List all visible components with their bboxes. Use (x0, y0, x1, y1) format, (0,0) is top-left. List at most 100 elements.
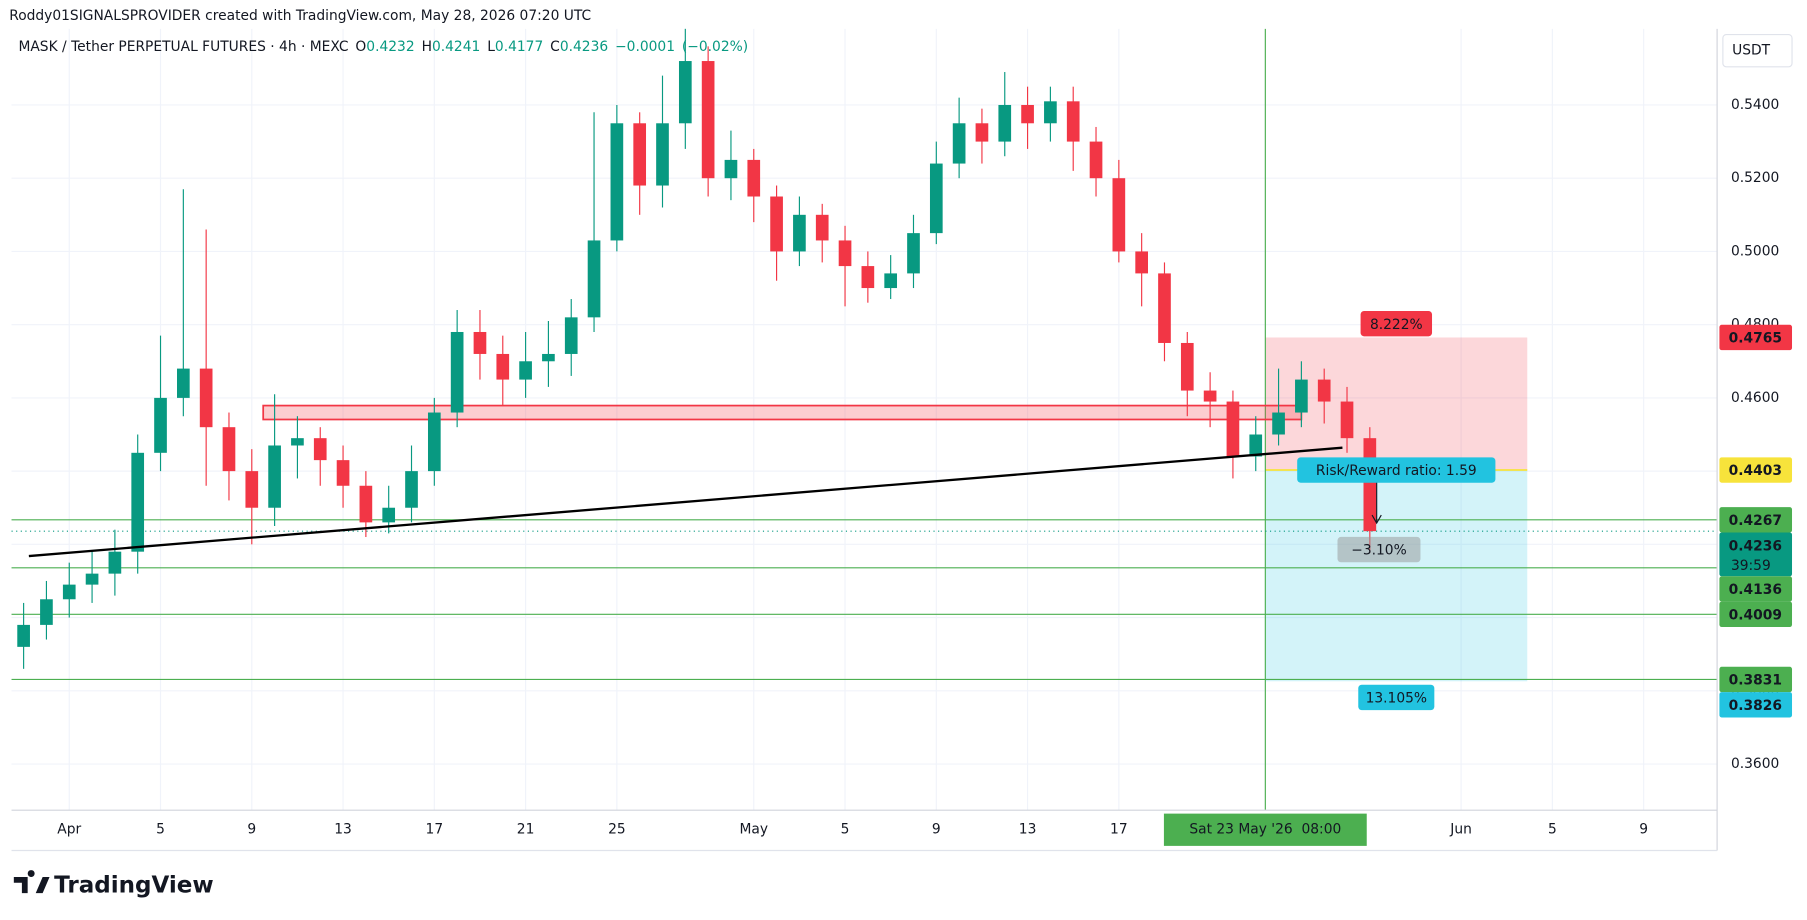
y-tick-label: 0.5400 (1731, 97, 1779, 113)
currency-box (1722, 34, 1793, 68)
candle-body (656, 123, 669, 186)
candle-body (427, 412, 441, 472)
candle-body (405, 471, 418, 508)
header-field: 0.4232 (366, 39, 414, 55)
candle-body (1066, 101, 1080, 142)
stop-pct-box (1360, 310, 1433, 337)
candle-body (108, 551, 122, 574)
header-field: O (355, 39, 366, 55)
x-tick-label: 5 (841, 822, 850, 838)
candle-body (998, 104, 1012, 142)
candle-body (1203, 390, 1217, 402)
candle-body (40, 599, 53, 625)
candle-body (1295, 379, 1308, 413)
candle-body (382, 507, 396, 523)
price-label: 0.4765 (1729, 331, 1782, 347)
candle-body (199, 368, 213, 428)
x-tick-label: 5 (1548, 822, 1557, 838)
ratio: Risk/Reward ratio: 1.59 (1316, 463, 1477, 479)
candle-body (131, 452, 145, 552)
y-tick-label: 0.4600 (1731, 390, 1779, 406)
candle-body (724, 159, 738, 179)
candle-body (268, 445, 281, 508)
header-field: L (487, 39, 495, 55)
candle-body (678, 61, 692, 124)
candle-body (861, 266, 875, 289)
candle-body (1249, 434, 1263, 457)
candle-body (701, 61, 715, 179)
candle-body (975, 123, 989, 142)
candle-body (154, 397, 167, 453)
stop-area (1265, 337, 1528, 471)
y-tick-label: 0.5000 (1731, 243, 1779, 259)
header-field: 0.4177 (495, 39, 543, 55)
candle-body (519, 361, 532, 380)
price-label-box (1719, 666, 1793, 693)
x-tick-label: 9 (247, 822, 256, 838)
candle-body (62, 584, 76, 600)
candle-body (747, 159, 761, 197)
price-label-box (1719, 576, 1793, 602)
candle-body (336, 460, 350, 486)
price-label: 0.4009 (1729, 607, 1782, 623)
x-tick-label: Apr (57, 822, 81, 838)
price-label: 0.4136 (1729, 582, 1782, 598)
x-tick-label: 13 (1019, 822, 1037, 838)
zone (262, 404, 1303, 421)
header-field: −0.0001 (615, 39, 675, 55)
candle-body (564, 317, 578, 354)
candle-body (496, 353, 510, 380)
price-label-box (1719, 601, 1793, 627)
candle-body (793, 214, 806, 252)
ratio-box (1297, 457, 1496, 483)
header-field: 0.4241 (432, 39, 480, 55)
price-label-box (1719, 507, 1793, 533)
credit: Roddy01SIGNALSPROVIDER created with Trad… (9, 8, 591, 24)
candle-body (291, 438, 304, 446)
price-label-box (1719, 532, 1793, 577)
candle-body (450, 331, 464, 413)
target-area (1265, 470, 1528, 682)
candle-body (1112, 178, 1126, 252)
target-pct-box (1358, 684, 1435, 711)
cursor-label-box (1163, 813, 1367, 846)
price-label: 0.4403 (1729, 463, 1782, 479)
header-field: MASK / Tether PERPETUAL FUTURES · 4h · M… (18, 39, 348, 55)
candle-body (952, 123, 966, 164)
candle-body (17, 624, 30, 647)
candle-body (1135, 251, 1148, 274)
candle-body (884, 273, 898, 289)
candle-body (1158, 273, 1171, 343)
price-label: 0.3826 (1729, 698, 1782, 714)
price-label: 0.4267 (1729, 513, 1782, 529)
countdown: 39:59 (1731, 558, 1771, 574)
y-tick-label: 0.5200 (1731, 170, 1779, 186)
candle-body (907, 233, 920, 274)
candle-body (359, 485, 373, 523)
candle-body (1226, 401, 1240, 457)
stop-pct: 8.222% (1370, 317, 1423, 333)
header-field: C (550, 39, 560, 55)
candle-body (929, 163, 943, 234)
candle-body (610, 123, 624, 241)
x-tick-label: 21 (517, 822, 535, 838)
header-field: 0.4236 (560, 39, 608, 55)
price-label-box (1719, 324, 1793, 351)
candle-body (1089, 141, 1103, 179)
trendline (28, 446, 1343, 558)
candle-body (587, 240, 601, 318)
x-tick-label: 9 (932, 822, 941, 838)
x-tick-label: 9 (1639, 822, 1648, 838)
current-pct-box (1337, 536, 1421, 563)
brand-logo (13, 870, 50, 894)
cursor-label: Sat 23 May '26 08:00 (1189, 822, 1341, 838)
candle-body (1317, 379, 1331, 402)
x-tick-label: 25 (608, 822, 626, 838)
x-tick-label: 13 (334, 822, 352, 838)
y-tick-label: 0.3600 (1731, 756, 1779, 772)
x-tick-label: Jun (1449, 822, 1472, 838)
x-tick-label: May (739, 822, 768, 838)
